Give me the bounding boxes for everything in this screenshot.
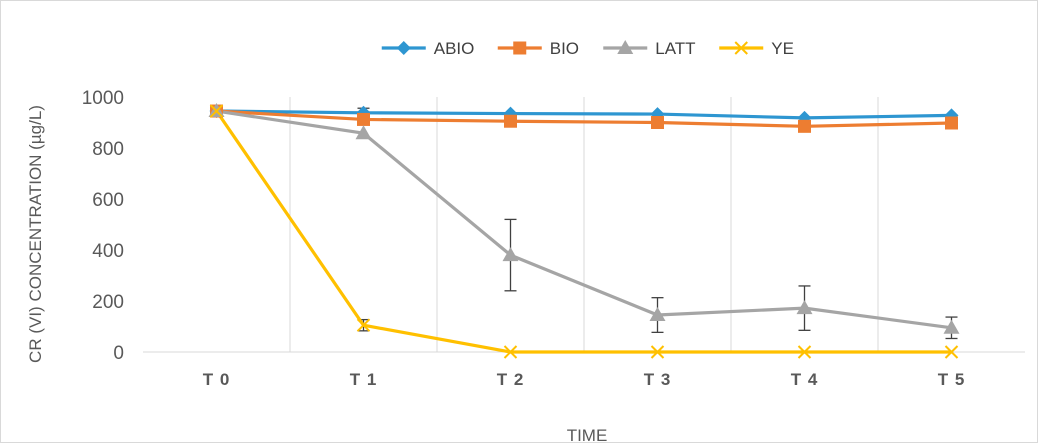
- point-latt: [943, 319, 960, 334]
- y-tick-label: 0: [113, 343, 124, 364]
- legend-label: LATT: [655, 39, 695, 58]
- series-lines: [215, 109, 952, 354]
- series-line-latt: [216, 109, 952, 330]
- legend: ABIO BIO LATT YE: [381, 39, 794, 58]
- error-bars: [357, 107, 958, 340]
- x-axis-ticks: T 0 T 1 T 2 T 3 T 4 T 5: [203, 370, 966, 389]
- y-axis-title: CR (VI) CONCENTRATION (µg/L): [26, 105, 45, 363]
- legend-label: BIO: [550, 39, 579, 58]
- point-bio: [504, 114, 517, 128]
- point-ye: [650, 345, 665, 359]
- gridlines: [143, 97, 1025, 353]
- legend-item-bio: BIO: [497, 39, 579, 58]
- series-markers: [208, 103, 960, 359]
- legend-item-latt: LATT: [603, 39, 696, 58]
- point-ye: [797, 345, 812, 359]
- point-ye: [944, 345, 959, 359]
- x-tick-label: T 1: [350, 370, 378, 389]
- point-bio: [357, 112, 370, 126]
- y-tick-label: 200: [92, 292, 124, 313]
- y-tick-label: 600: [92, 190, 124, 211]
- point-ye: [209, 104, 224, 118]
- point-bio: [798, 119, 811, 133]
- y-axis-ticks: 0 200 400 600 800 1000: [82, 88, 124, 364]
- point-latt: [796, 300, 813, 315]
- x-tick-label: T 2: [497, 370, 525, 389]
- point-bio: [945, 116, 958, 130]
- legend-item-abio: ABIO: [381, 39, 475, 58]
- legend-label: YE: [771, 39, 794, 58]
- legend-item-ye: YE: [719, 39, 794, 58]
- legend-swatch-marker: [513, 41, 527, 55]
- legend-swatch-marker: [396, 41, 411, 55]
- series-line-bio: [216, 109, 952, 128]
- legend-swatch-marker: [617, 40, 634, 54]
- y-tick-label: 400: [92, 241, 124, 262]
- x-tick-label: T 0: [203, 370, 231, 389]
- x-tick-label: T 4: [791, 370, 819, 389]
- series-line-ye: [215, 110, 952, 354]
- point-latt: [649, 307, 666, 322]
- x-tick-label: T 5: [938, 370, 966, 389]
- y-tick-label: 1000: [82, 88, 124, 109]
- point-latt: [355, 125, 372, 140]
- point-ye: [356, 318, 371, 332]
- y-tick-label: 800: [92, 139, 124, 160]
- x-axis-title: TIME: [567, 426, 608, 442]
- legend-swatch-marker: [734, 41, 748, 55]
- point-bio: [651, 116, 664, 129]
- legend-label: ABIO: [434, 39, 475, 58]
- series-line-abio: [216, 109, 952, 120]
- x-tick-label: T 3: [644, 370, 672, 389]
- point-latt: [502, 247, 519, 262]
- point-ye: [503, 345, 518, 359]
